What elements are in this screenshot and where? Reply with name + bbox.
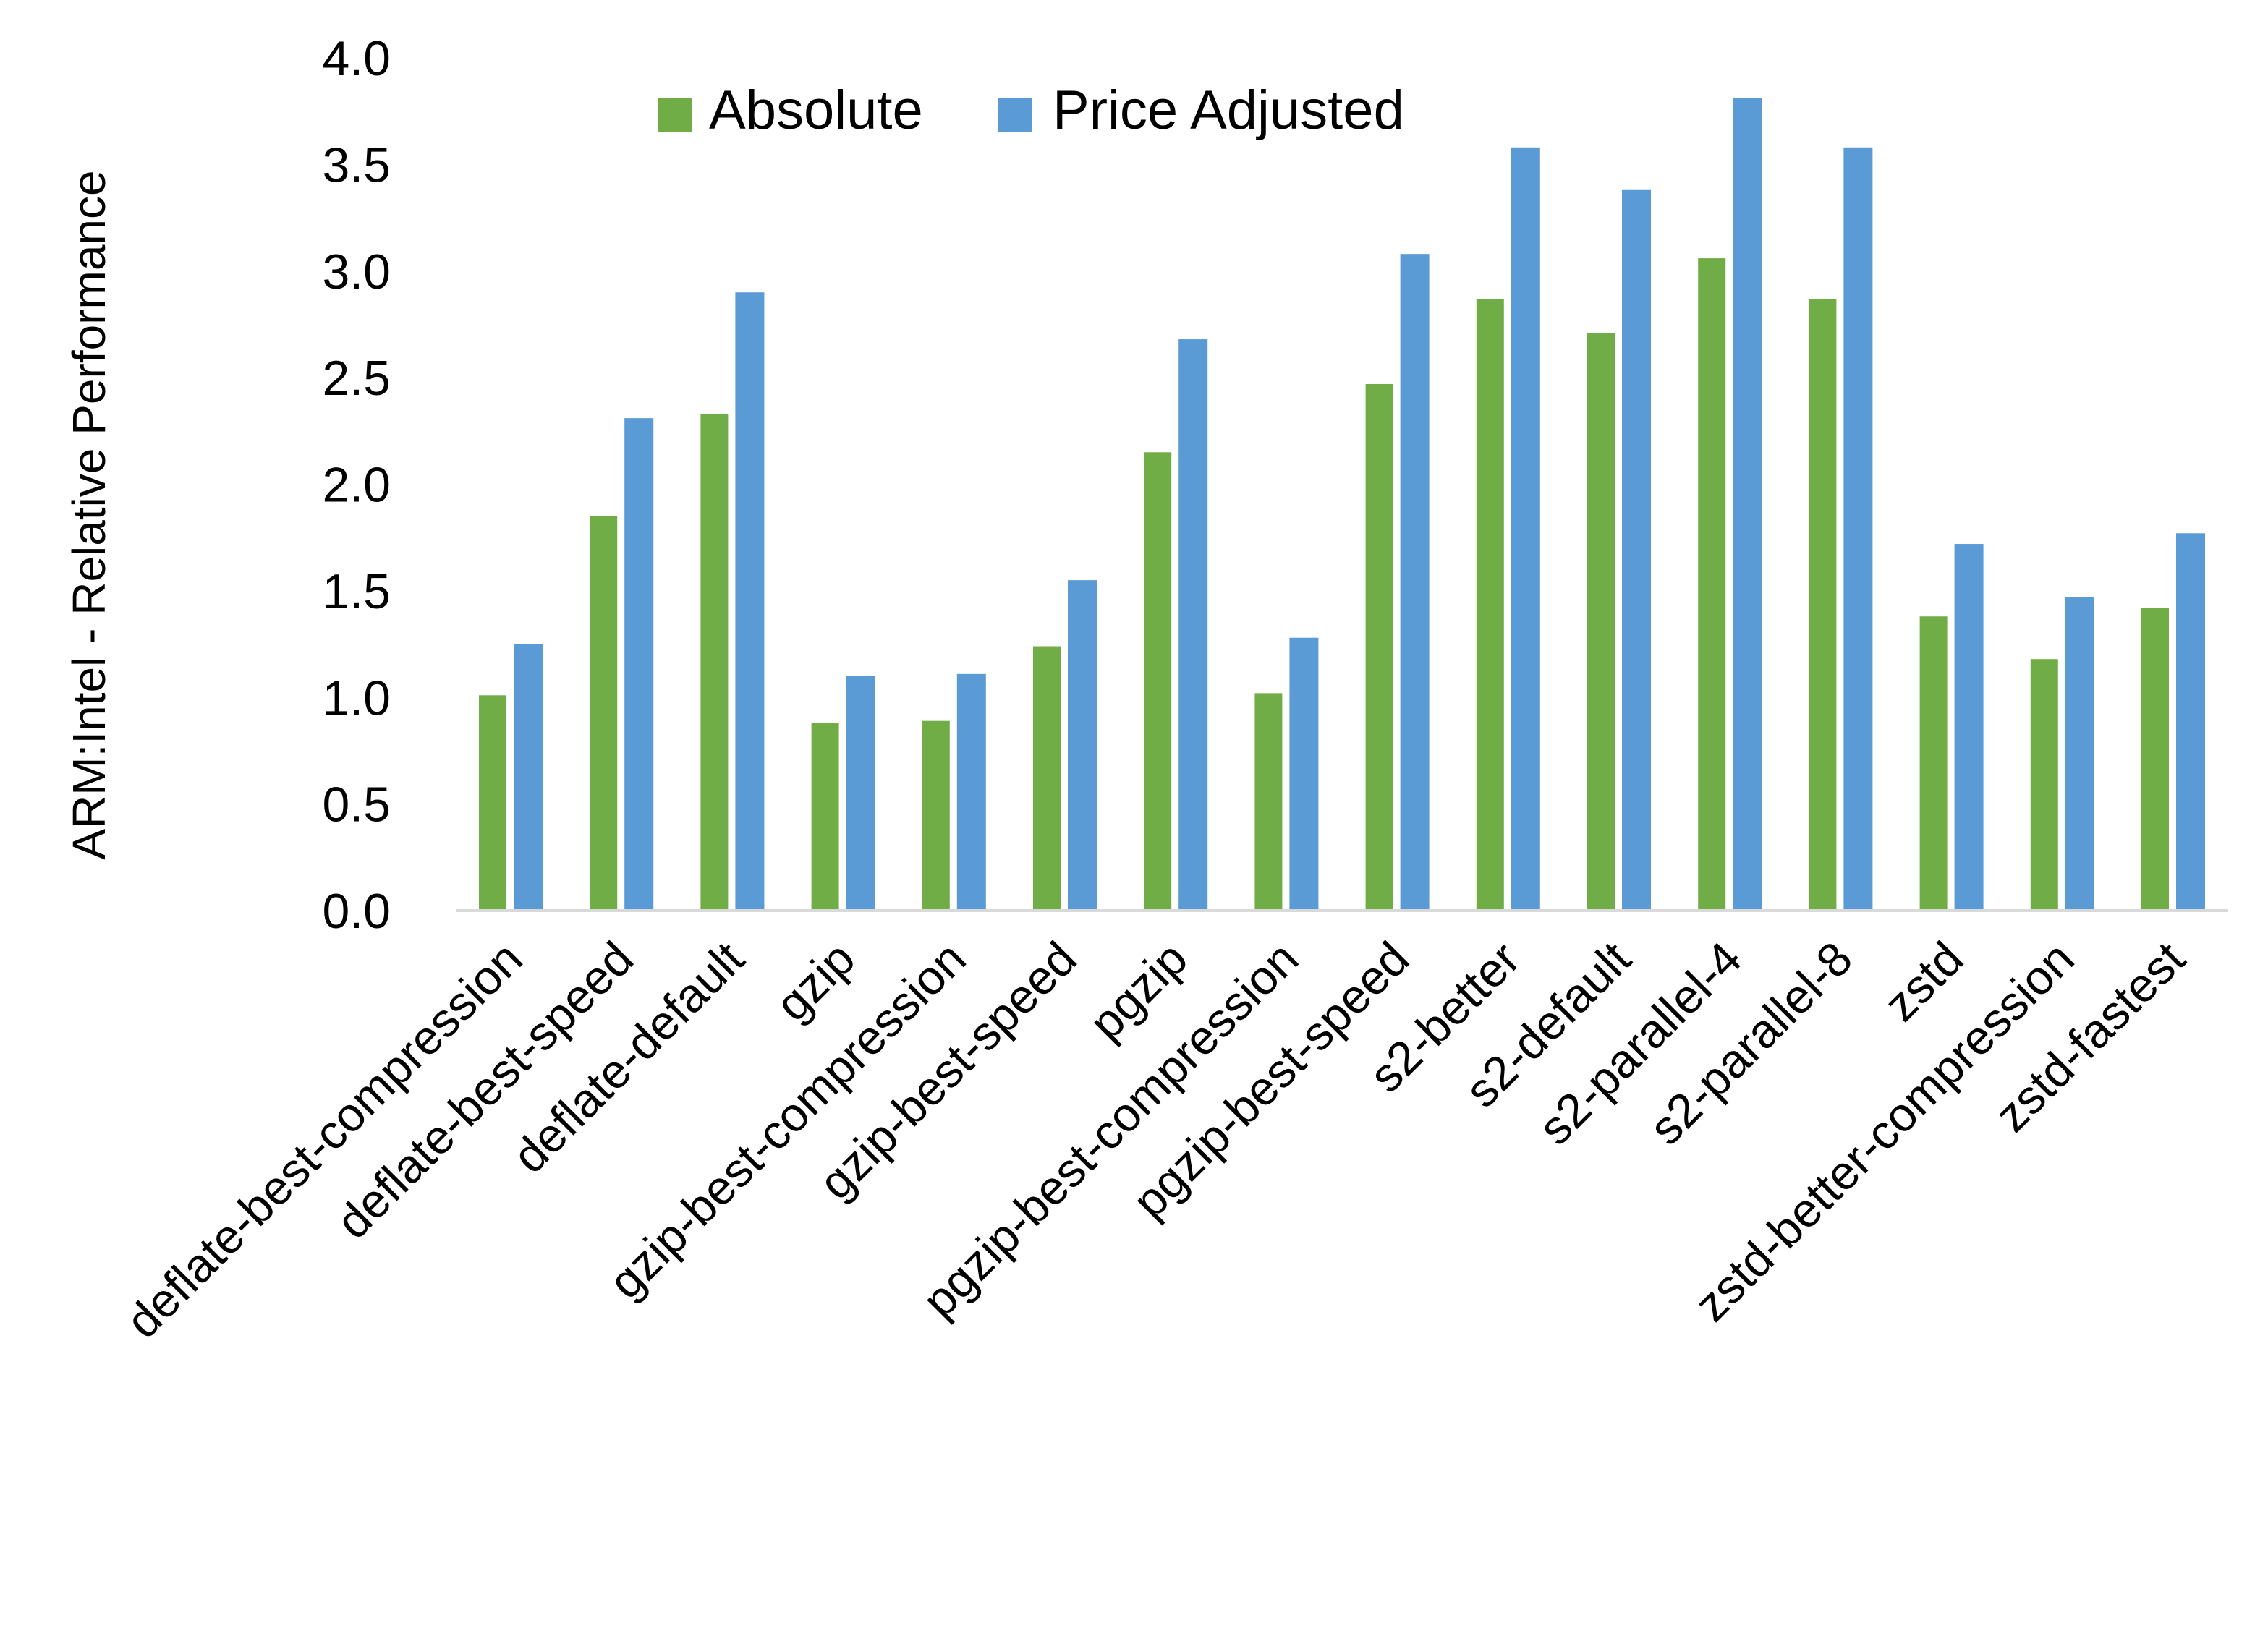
bar-price-adjusted-deflate-default — [735, 292, 765, 911]
bar-absolute-pgzip — [1144, 452, 1172, 911]
bars — [479, 98, 2205, 911]
bar-absolute-zstd — [1919, 616, 1948, 911]
bar-absolute-gzip — [811, 723, 839, 911]
bar-price-adjusted-s2-parallel-4 — [1733, 98, 1762, 911]
legend: Absolute Price Adjusted — [658, 80, 1404, 141]
y-tick-label: 1.0 — [322, 670, 391, 725]
bar-price-adjusted-gzip-best-compression — [956, 673, 986, 911]
bar-price-adjusted-gzip-best-speed — [1068, 580, 1097, 911]
legend-label-price-adjusted: Price Adjusted — [1053, 80, 1404, 141]
bar-absolute-deflate-best-compression — [479, 695, 506, 911]
x-tick-label: zstd — [1874, 932, 1974, 1031]
bar-price-adjusted-zstd — [1954, 544, 1984, 911]
bar-price-adjusted-s2-better — [1511, 147, 1540, 911]
bar-absolute-gzip-best-compression — [922, 720, 950, 911]
y-axis-title: ARM:Intel - Relative Performance — [63, 170, 115, 859]
bar-price-adjusted-pgzip — [1178, 339, 1208, 911]
y-tick-label: 3.0 — [322, 244, 391, 299]
y-tick-label: 0.0 — [322, 884, 391, 939]
y-tick-label: 1.5 — [322, 564, 391, 619]
bar-absolute-s2-default — [1587, 333, 1615, 911]
legend-label-absolute: Absolute — [709, 80, 923, 141]
bar-price-adjusted-s2-parallel-8 — [1843, 147, 1873, 911]
bar-absolute-gzip-best-speed — [1033, 646, 1061, 911]
bar-absolute-zstd-better-compression — [2030, 659, 2058, 911]
bar-absolute-s2-parallel-4 — [1698, 258, 1726, 911]
y-tick-label: 2.5 — [322, 351, 391, 406]
legend-swatch-price-adjusted — [998, 98, 1032, 132]
y-tick-label: 4.0 — [322, 31, 391, 86]
bar-absolute-pgzip-best-speed — [1365, 383, 1393, 911]
bar-price-adjusted-deflate-best-compression — [514, 644, 543, 911]
x-tick-label: gzip — [765, 932, 865, 1031]
bar-absolute-s2-better — [1476, 299, 1504, 911]
bar-price-adjusted-gzip — [846, 676, 875, 911]
legend-swatch-absolute — [658, 98, 692, 132]
bar-absolute-s2-parallel-8 — [1809, 299, 1837, 911]
y-tick-label: 3.5 — [322, 137, 391, 192]
bar-absolute-pgzip-best-compression — [1254, 693, 1283, 911]
y-tick-label: 2.0 — [322, 458, 391, 513]
y-tick-labels: 0.0 0.5 1.0 1.5 2.0 2.5 3.0 3.5 4.0 — [322, 31, 391, 939]
x-tick-labels: deflate-best-compressiondeflate-best-spe… — [116, 932, 2195, 1348]
bar-price-adjusted-pgzip-best-speed — [1400, 254, 1430, 911]
bar-absolute-deflate-best-speed — [590, 516, 618, 911]
bar-absolute-deflate-default — [700, 414, 729, 911]
bar-price-adjusted-zstd-fastest — [2176, 533, 2205, 911]
bar-price-adjusted-deflate-best-speed — [624, 418, 654, 911]
y-tick-label: 0.5 — [322, 778, 391, 832]
bar-price-adjusted-zstd-better-compression — [2065, 597, 2094, 911]
bar-absolute-zstd-fastest — [2141, 608, 2169, 911]
bar-price-adjusted-s2-default — [1622, 189, 1651, 911]
bar-price-adjusted-pgzip-best-compression — [1289, 637, 1319, 911]
